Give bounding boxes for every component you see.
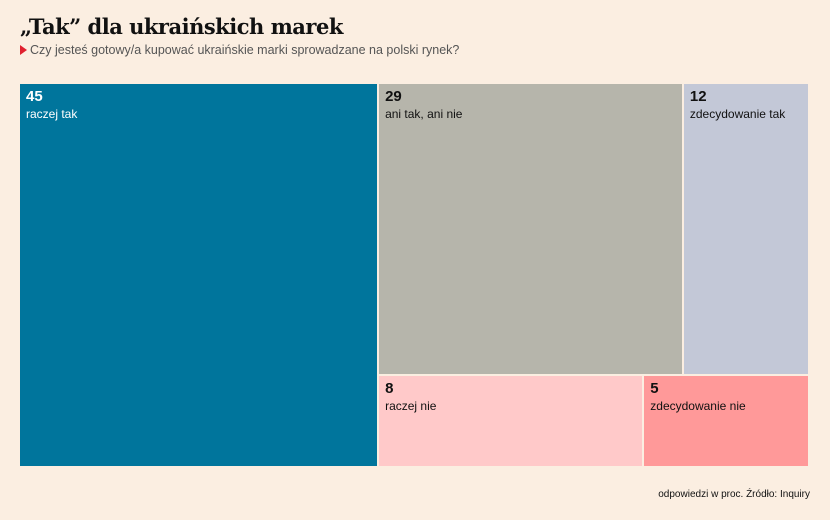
treemap-cell-ani-tak-ani-nie: 29 ani tak, ani nie: [379, 84, 684, 376]
cell-value: 12: [689, 88, 707, 105]
red-triangle-icon: [20, 45, 27, 55]
treemap-cell-raczej-nie: 8 raczej nie: [379, 375, 645, 468]
treemap-cell-raczej-tak: 45 raczej tak: [20, 84, 380, 468]
cell-label: raczej tak: [26, 107, 78, 121]
cell-value: 45: [26, 88, 43, 105]
treemap-cell-zdecydowanie-nie: 5 zdecydowanie nie: [644, 375, 810, 468]
subtitle-text: Czy jesteś gotowy/a kupować ukraińskie m…: [30, 43, 460, 57]
cell-value: 5: [650, 379, 659, 397]
treemap-chart: 45 raczej tak 29 ani tak, ani nie 12 zdecydow…: [20, 84, 810, 468]
cell-label: ani tak, ani nie: [385, 107, 463, 121]
cell-value: 8: [385, 379, 394, 397]
treemap-cell-zdecydowanie-tak: 12 zdecydowanie tak: [683, 84, 810, 376]
cell-value: 29: [385, 88, 402, 105]
chart-title: „Tak” dla ukraińskich marek: [20, 14, 343, 39]
chart-subtitle: Czy jesteś gotowy/a kupować ukraińskie m…: [20, 43, 459, 57]
cell-label: raczej nie: [385, 398, 437, 413]
source-footnote: odpowiedzi w proc. Źródło: Inquiry: [658, 489, 810, 500]
cell-label: zdecydowanie nie: [650, 398, 746, 413]
cell-label: zdecydowanie tak: [689, 107, 786, 121]
